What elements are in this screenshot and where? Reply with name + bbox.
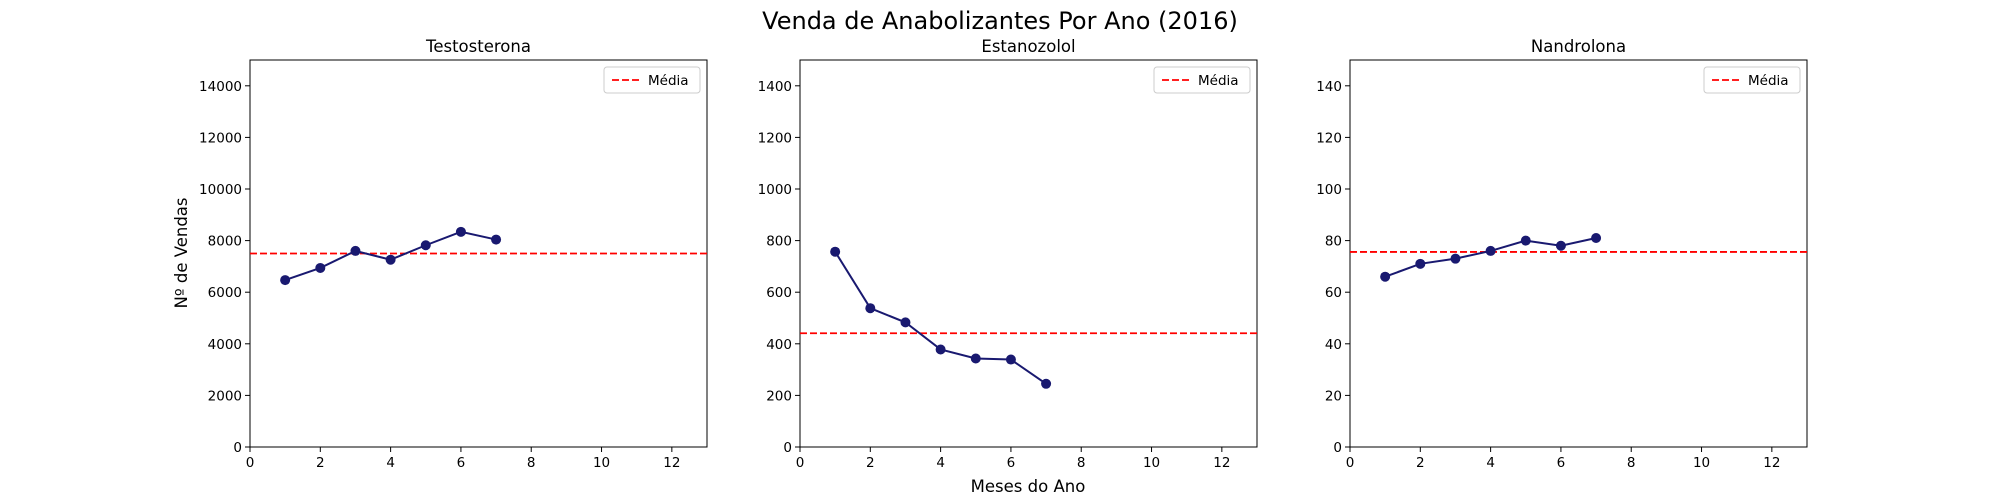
x-tick-label: 6 (457, 455, 466, 471)
data-point (1005, 354, 1016, 365)
x-tick-label: 10 (1693, 455, 1710, 471)
data-point (1591, 233, 1602, 244)
data-point (420, 240, 431, 251)
y-tick-label: 140 (1316, 79, 1342, 95)
subplot-2: Estanozolol 0 2 4 6 8 10 12 0 200 400 600 800 1000 120… (758, 37, 1258, 471)
y-tick-label: 80 (1325, 234, 1342, 250)
x-tick-label: 6 (1557, 455, 1566, 471)
legend-mean-label: Média (648, 73, 689, 89)
x-tick-label: 12 (663, 455, 680, 471)
data-point (385, 254, 396, 265)
data-point (1041, 378, 1052, 389)
data-point (1485, 245, 1496, 256)
x-tick-label: 2 (866, 455, 875, 471)
y-tick-label: 2000 (208, 388, 242, 404)
x-tick-label: 2 (1416, 455, 1425, 471)
legend-box (1703, 66, 1801, 94)
y-tick-label: 120 (1316, 130, 1342, 146)
data-point (935, 344, 946, 355)
y-tick-label: 100 (1316, 182, 1342, 198)
x-tick-label: 4 (1486, 455, 1495, 471)
data-point (1450, 253, 1461, 264)
y-tick-label: 400 (766, 337, 792, 353)
data-point (1555, 240, 1566, 251)
x-tick-label: 0 (1346, 455, 1355, 471)
y-tick-label: 1000 (758, 182, 792, 198)
data-point (830, 246, 841, 257)
subplot-title: Nandrolona (1531, 37, 1626, 56)
y-axis-label: Nº de Vendas (172, 197, 191, 308)
subplot-title: Estanozolol (981, 37, 1075, 56)
legend-mean-label: Média (1198, 73, 1239, 89)
legend: Média (1703, 66, 1801, 94)
legend: Média (603, 66, 701, 94)
figure-title: Venda de Anabolizantes Por Ano (2016) (762, 7, 1238, 35)
y-tick-label: 40 (1325, 337, 1342, 353)
data-point (491, 234, 502, 245)
legend: Média (1153, 66, 1251, 94)
legend-mean-label: Média (1748, 73, 1789, 89)
y-tick-label: 14000 (199, 79, 242, 95)
subplot-1: Testosterona 0 2 4 6 8 10 12 0 2000 4000 6000 8000 10… (199, 37, 708, 471)
y-tick-label: 4000 (208, 337, 242, 353)
y-tick-label: 10000 (199, 182, 242, 198)
series-line (834, 251, 1047, 385)
y-tick-label: 200 (766, 388, 792, 404)
x-tick-label: 8 (527, 455, 536, 471)
y-tick-label: 20 (1325, 388, 1342, 404)
data-point (350, 245, 361, 256)
y-tick-label: 600 (766, 285, 792, 301)
subplot-title: Testosterona (425, 37, 531, 56)
x-tick-label: 6 (1007, 455, 1016, 471)
y-tick-label: 12000 (199, 130, 242, 146)
x-tick-label: 0 (796, 455, 805, 471)
x-tick-label: 2 (316, 455, 325, 471)
y-tick-label: 60 (1325, 285, 1342, 301)
legend-box (1153, 66, 1251, 94)
y-tick-label: 6000 (208, 285, 242, 301)
x-tick-label: 4 (386, 455, 395, 471)
data-point (865, 303, 876, 314)
data-point (280, 275, 291, 286)
x-tick-label: 10 (593, 455, 610, 471)
y-tick-label: 0 (783, 440, 792, 456)
data-point (1380, 271, 1391, 282)
axes-frame (249, 59, 708, 448)
data-point (900, 317, 911, 328)
y-tick-label: 1400 (758, 79, 792, 95)
data-point (970, 353, 981, 364)
x-tick-label: 0 (246, 455, 255, 471)
y-tick-label: 800 (766, 234, 792, 250)
x-tick-label: 12 (1763, 455, 1780, 471)
data-point (1415, 258, 1426, 269)
x-axis-label: Meses do Ano (971, 477, 1086, 496)
axes-frame (1349, 59, 1808, 448)
y-tick-label: 0 (233, 440, 242, 456)
y-tick-label: 1200 (758, 130, 792, 146)
y-tick-label: 8000 (208, 234, 242, 250)
data-point (1520, 235, 1531, 246)
x-tick-label: 10 (1143, 455, 1160, 471)
legend-box (603, 66, 701, 94)
x-tick-label: 12 (1213, 455, 1230, 471)
axes-frame (799, 59, 1258, 448)
y-tick-label: 0 (1333, 440, 1342, 456)
x-tick-label: 8 (1627, 455, 1636, 471)
x-tick-label: 4 (936, 455, 945, 471)
data-point (455, 226, 466, 237)
data-point (315, 262, 326, 273)
x-tick-label: 8 (1077, 455, 1086, 471)
